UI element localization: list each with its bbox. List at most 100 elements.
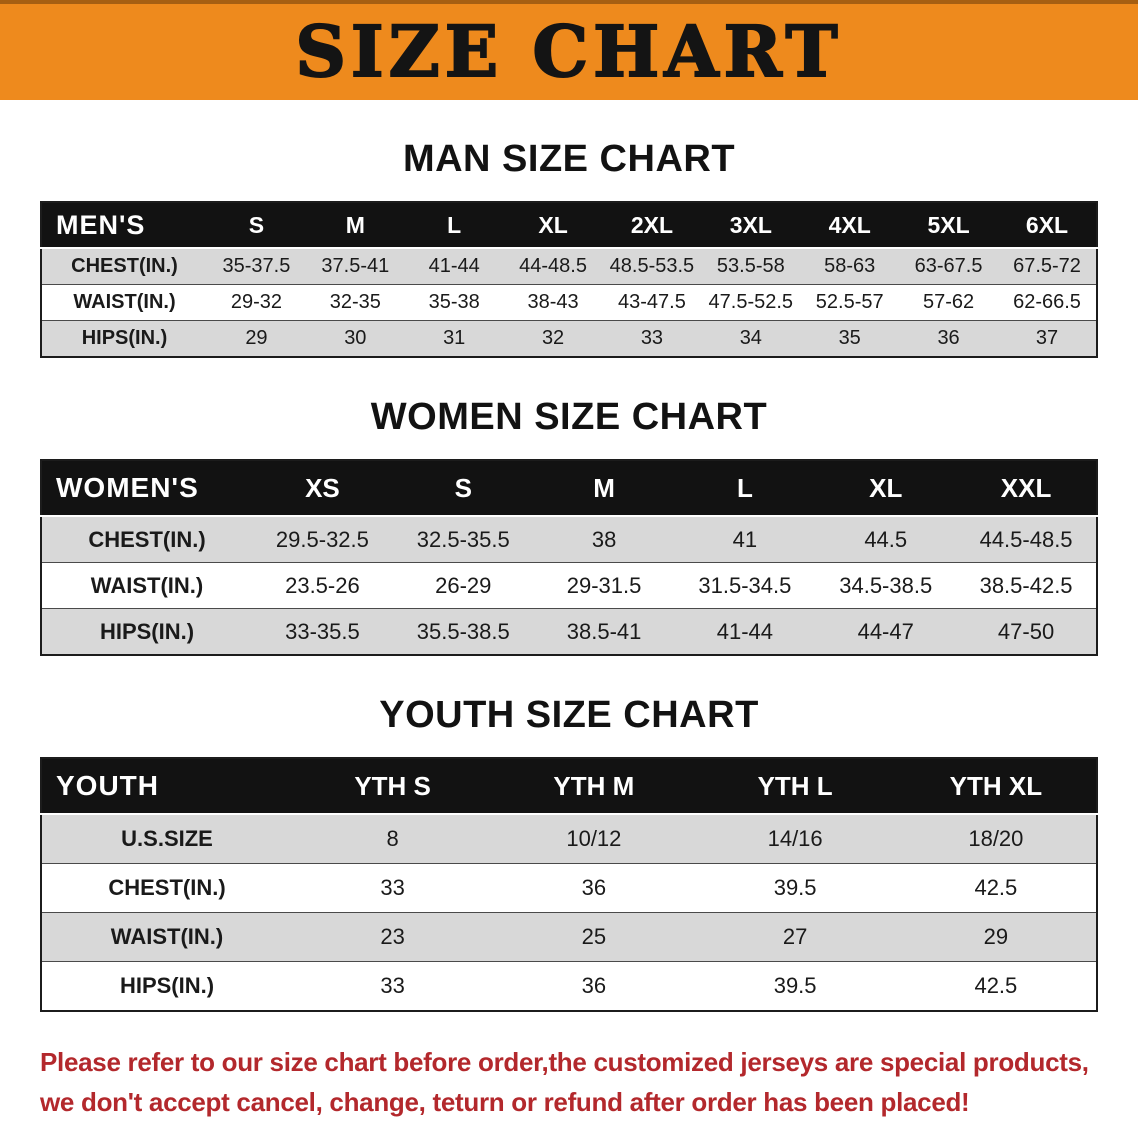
footer-notice: Please refer to our size chart before or… <box>40 1042 1098 1123</box>
table-corner-label: WOMEN'S <box>41 460 252 517</box>
size-value-cell: 26-29 <box>392 562 534 609</box>
size-value-cell: 30 <box>305 320 405 358</box>
size-value-cell: 67.5-72 <box>998 248 1097 285</box>
size-value-cell: 8 <box>292 814 494 864</box>
size-column-header: XXL <box>956 460 1097 517</box>
section-youth: YOUTH SIZE CHART YOUTH YTH S YTH M YTH L YTH… <box>0 694 1138 1012</box>
header-row: MEN'S S M L XL 2XL 3XL 4XL 5XL 6XL <box>41 202 1097 249</box>
size-value-cell: 10/12 <box>493 814 695 864</box>
size-column-header: S <box>207 202 306 249</box>
table-row: WAIST(IN.) 29-32 32-35 35-38 38-43 43-47.5 47.… <box>41 284 1097 321</box>
size-column-header: S <box>392 460 534 517</box>
size-column-header: M <box>305 202 405 249</box>
size-column-header: 5XL <box>899 202 998 249</box>
size-value-cell: 31.5-34.5 <box>674 562 816 609</box>
size-column-header: 2XL <box>602 202 702 249</box>
size-value-cell: 38.5-42.5 <box>956 562 1097 609</box>
size-value-cell: 33-35.5 <box>252 608 393 656</box>
size-column-header: 6XL <box>998 202 1097 249</box>
size-column-header: XS <box>252 460 393 517</box>
size-column-header: XL <box>815 460 957 517</box>
size-column-header: M <box>533 460 675 517</box>
size-value-cell: 47.5-52.5 <box>701 284 801 321</box>
size-value-cell: 37.5-41 <box>305 248 405 285</box>
size-value-cell: 23.5-26 <box>252 562 393 609</box>
size-value-cell: 27 <box>694 912 896 962</box>
size-value-cell: 38-43 <box>503 284 603 321</box>
women-size-table: WOMEN'S XS S M L XL XXL CHEST(IN.) 29.5-32.5 32.5… <box>40 459 1098 656</box>
row-label: CHEST(IN.) <box>41 248 207 285</box>
size-value-cell: 44-48.5 <box>503 248 603 285</box>
row-label: HIPS(IN.) <box>41 961 292 1012</box>
size-value-cell: 53.5-58 <box>701 248 801 285</box>
size-value-cell: 35-37.5 <box>207 248 306 285</box>
table-corner-label: YOUTH <box>41 758 292 815</box>
size-value-cell: 39.5 <box>694 961 896 1012</box>
table-row: HIPS(IN.) 29 30 31 32 33 34 35 36 37 <box>41 320 1097 358</box>
size-value-cell: 18/20 <box>895 814 1097 864</box>
size-value-cell: 37 <box>998 320 1097 358</box>
size-column-header: L <box>674 460 816 517</box>
size-value-cell: 29-32 <box>207 284 306 321</box>
size-value-cell: 38.5-41 <box>533 608 675 656</box>
size-value-cell: 36 <box>493 863 695 913</box>
size-column-header: YTH M <box>493 758 695 815</box>
table-row: CHEST(IN.) 35-37.5 37.5-41 41-44 44-48.5 48.5… <box>41 248 1097 285</box>
size-value-cell: 32-35 <box>305 284 405 321</box>
table-row: CHEST(IN.) 33 36 39.5 42.5 <box>41 863 1097 913</box>
size-value-cell: 48.5-53.5 <box>602 248 702 285</box>
size-value-cell: 33 <box>292 863 494 913</box>
youth-size-table: YOUTH YTH S YTH M YTH L YTH XL U.S.SIZE 8 10/12… <box>40 757 1098 1012</box>
size-value-cell: 35.5-38.5 <box>392 608 534 656</box>
section-women: WOMEN SIZE CHART WOMEN'S XS S M L XL XXL CHEST(… <box>0 396 1138 656</box>
men-size-table: MEN'S S M L XL 2XL 3XL 4XL 5XL 6XL CHEST(IN.) 35-37… <box>40 201 1098 358</box>
size-value-cell: 41-44 <box>674 608 816 656</box>
size-value-cell: 47-50 <box>956 608 1097 656</box>
table-corner-label: MEN'S <box>41 202 207 249</box>
row-label: WAIST(IN.) <box>41 562 252 609</box>
table-row: HIPS(IN.) 33-35.5 35.5-38.5 38.5-41 41-44 44-… <box>41 608 1097 656</box>
size-value-cell: 34 <box>701 320 801 358</box>
size-value-cell: 29 <box>207 320 306 358</box>
size-value-cell: 35 <box>800 320 900 358</box>
size-value-cell: 31 <box>404 320 504 358</box>
size-value-cell: 41-44 <box>404 248 504 285</box>
size-column-header: XL <box>503 202 603 249</box>
size-value-cell: 25 <box>493 912 695 962</box>
size-value-cell: 36 <box>899 320 998 358</box>
row-label: WAIST(IN.) <box>41 284 207 321</box>
size-value-cell: 63-67.5 <box>899 248 998 285</box>
size-column-header: 3XL <box>701 202 801 249</box>
size-value-cell: 38 <box>533 516 675 563</box>
size-column-header: YTH XL <box>895 758 1097 815</box>
size-value-cell: 34.5-38.5 <box>815 562 957 609</box>
banner: SIZE CHART <box>0 0 1138 100</box>
size-value-cell: 44.5-48.5 <box>956 516 1097 563</box>
size-value-cell: 29.5-32.5 <box>252 516 393 563</box>
section-men: MAN SIZE CHART MEN'S S M L XL 2XL 3XL 4XL 5XL 6XL… <box>0 138 1138 358</box>
size-column-header: YTH S <box>292 758 494 815</box>
size-value-cell: 57-62 <box>899 284 998 321</box>
size-value-cell: 32 <box>503 320 603 358</box>
size-value-cell: 33 <box>602 320 702 358</box>
size-value-cell: 62-66.5 <box>998 284 1097 321</box>
men-section-heading: MAN SIZE CHART <box>402 138 736 180</box>
size-value-cell: 14/16 <box>694 814 896 864</box>
size-value-cell: 33 <box>292 961 494 1012</box>
size-column-header: YTH L <box>694 758 896 815</box>
table-row: CHEST(IN.) 29.5-32.5 32.5-35.5 38 41 44.5 44.5… <box>41 516 1097 563</box>
table-row: WAIST(IN.) 23 25 27 29 <box>41 912 1097 962</box>
table-row: HIPS(IN.) 33 36 39.5 42.5 <box>41 961 1097 1012</box>
size-column-header: 4XL <box>800 202 900 249</box>
size-value-cell: 36 <box>493 961 695 1012</box>
size-value-cell: 52.5-57 <box>800 284 900 321</box>
row-label: WAIST(IN.) <box>41 912 292 962</box>
row-label: CHEST(IN.) <box>41 516 252 563</box>
size-value-cell: 44-47 <box>815 608 957 656</box>
size-value-cell: 42.5 <box>895 863 1097 913</box>
size-value-cell: 29 <box>895 912 1097 962</box>
youth-section-heading: YOUTH SIZE CHART <box>379 694 759 736</box>
row-label: CHEST(IN.) <box>41 863 292 913</box>
size-value-cell: 44.5 <box>815 516 957 563</box>
